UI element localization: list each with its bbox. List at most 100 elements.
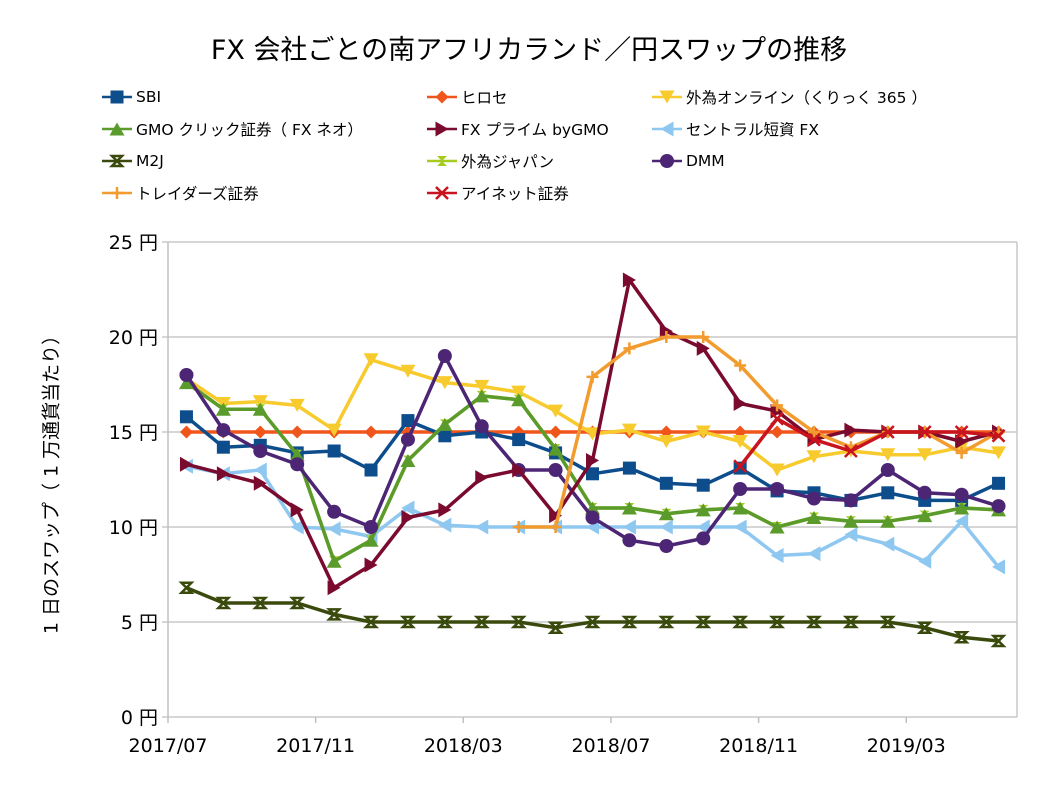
data-point: [473, 615, 490, 629]
data-point: [695, 615, 712, 629]
x-tick-label: 2018/07: [571, 735, 650, 757]
y-tick-label: 15 円: [109, 422, 158, 444]
data-point: [696, 531, 711, 546]
data-point: [436, 615, 453, 629]
legend-item: セントラル短資 FX: [650, 118, 819, 140]
data-point: [733, 482, 748, 496]
data-point: [252, 395, 268, 409]
legend-label: 外為オンライン（くりっく 365 ）: [686, 89, 927, 107]
legend-label: FX プライム byGMO: [461, 121, 609, 139]
data-point: [695, 503, 711, 517]
data-point: [252, 402, 268, 416]
data-point: [881, 486, 895, 500]
data-point: [363, 615, 380, 629]
chart-title: FX 会社ごとの南アフリカランド／円スワップの推移: [210, 35, 848, 66]
data-point: [290, 502, 304, 518]
data-point: [474, 419, 489, 434]
y-tick-label: 0 円: [121, 707, 158, 729]
legend-marker: [111, 187, 123, 199]
data-point: [917, 425, 932, 439]
data-point: [622, 461, 636, 475]
data-point: [622, 519, 636, 535]
data-point: [290, 425, 304, 439]
data-point: [586, 467, 599, 481]
data-point: [771, 399, 784, 412]
data-point: [622, 533, 637, 548]
data-point: [621, 615, 638, 629]
data-point: [990, 634, 1007, 648]
data-point: [253, 425, 267, 439]
data-point: [400, 432, 415, 447]
data-point: [917, 448, 933, 462]
data-point: [696, 478, 710, 492]
data-point: [770, 411, 784, 426]
legend-item: SBI: [100, 86, 161, 108]
data-point: [769, 520, 785, 534]
data-point: [548, 463, 563, 477]
data-point: [992, 559, 1006, 575]
legend-label: M2J: [136, 152, 164, 170]
data-point: [659, 476, 673, 490]
data-point: [511, 385, 527, 399]
data-point: [363, 353, 379, 367]
data-point: [880, 463, 895, 477]
data-point: [512, 521, 525, 533]
x-tick-label: 2018/03: [424, 735, 503, 757]
data-point: [732, 615, 749, 629]
data-point: [549, 508, 563, 524]
series-7: [178, 581, 1007, 648]
x-tick-label: 2019/03: [867, 735, 946, 757]
data-point: [623, 342, 636, 355]
data-point: [289, 596, 306, 610]
data-point: [842, 615, 859, 629]
data-point: [253, 444, 268, 458]
data-point: [806, 511, 822, 524]
legend-label: SBI: [136, 88, 162, 106]
data-point: [954, 487, 969, 502]
legend-item: FX プライム byGMO: [425, 118, 609, 140]
data-point: [733, 459, 748, 474]
series-line: [738, 416, 999, 468]
legend-marker: [435, 186, 449, 200]
data-point: [327, 580, 341, 596]
data-point: [955, 513, 969, 529]
legend-marker: [108, 154, 126, 168]
series-4: [178, 376, 1007, 568]
data-point: [991, 428, 1006, 443]
data-point: [955, 446, 968, 459]
data-point: [437, 417, 453, 431]
legend-marker: [109, 122, 125, 136]
data-point: [216, 423, 231, 438]
data-point: [807, 432, 821, 447]
data-point: [955, 434, 969, 449]
legend-marker: [435, 121, 449, 137]
data-point: [843, 514, 859, 528]
data-point: [401, 510, 415, 525]
legend-item: DMM: [650, 150, 725, 172]
data-point: [215, 402, 231, 416]
legend-marker-icon: [652, 154, 682, 168]
data-point: [253, 475, 267, 491]
data-point: [584, 615, 601, 629]
data-point: [733, 519, 747, 535]
data-point: [658, 507, 674, 521]
legend-marker: [659, 90, 675, 104]
legend-item: トレイダーズ証券: [100, 182, 259, 204]
data-point: [585, 427, 600, 441]
data-point: [954, 501, 970, 515]
data-point: [769, 463, 785, 477]
legend-marker-icon: [427, 156, 457, 166]
data-point: [364, 425, 378, 439]
data-point: [953, 630, 970, 644]
data-point: [807, 546, 821, 562]
data-point: [252, 596, 269, 610]
legend-label: セントラル短資 FX: [686, 121, 819, 139]
data-point: [844, 527, 858, 543]
data-point: [585, 510, 600, 525]
legend-label: ヒロセ: [461, 89, 508, 107]
legend-item: ヒロセ: [425, 86, 508, 108]
legend-marker-icon: [102, 122, 132, 136]
legend-item: GMO クリック証券（ FX ネオ）: [100, 118, 363, 140]
data-point: [696, 340, 710, 356]
data-point: [658, 615, 675, 629]
